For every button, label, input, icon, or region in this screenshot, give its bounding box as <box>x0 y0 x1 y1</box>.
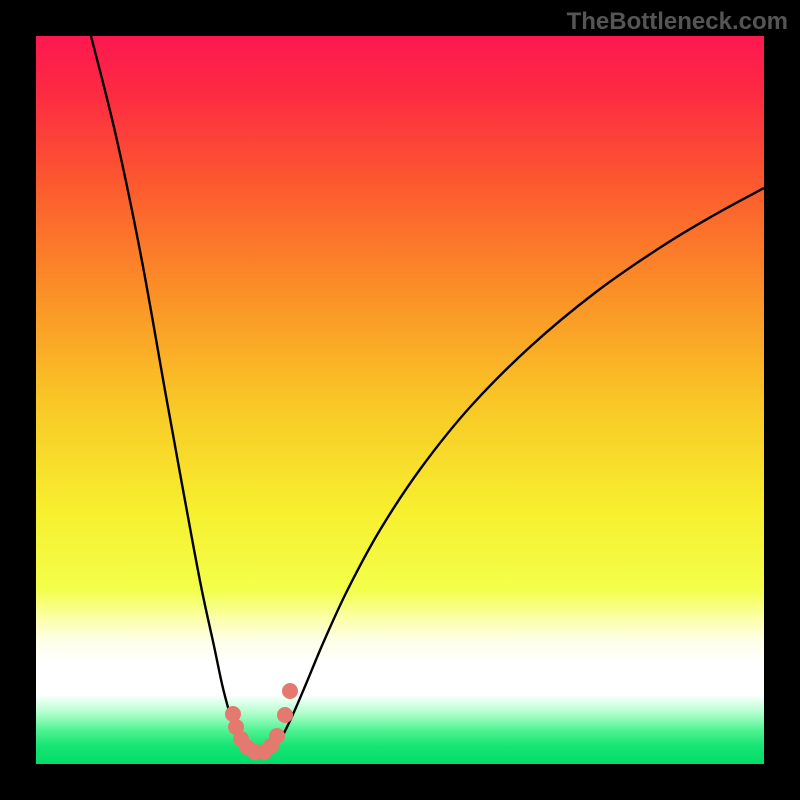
marker-dot <box>269 728 285 744</box>
marker-dot <box>282 683 298 699</box>
watermark-text: TheBottleneck.com <box>567 8 788 36</box>
marker-dot <box>277 707 293 723</box>
bottleneck-plot <box>36 36 764 764</box>
plot-background <box>36 36 764 764</box>
